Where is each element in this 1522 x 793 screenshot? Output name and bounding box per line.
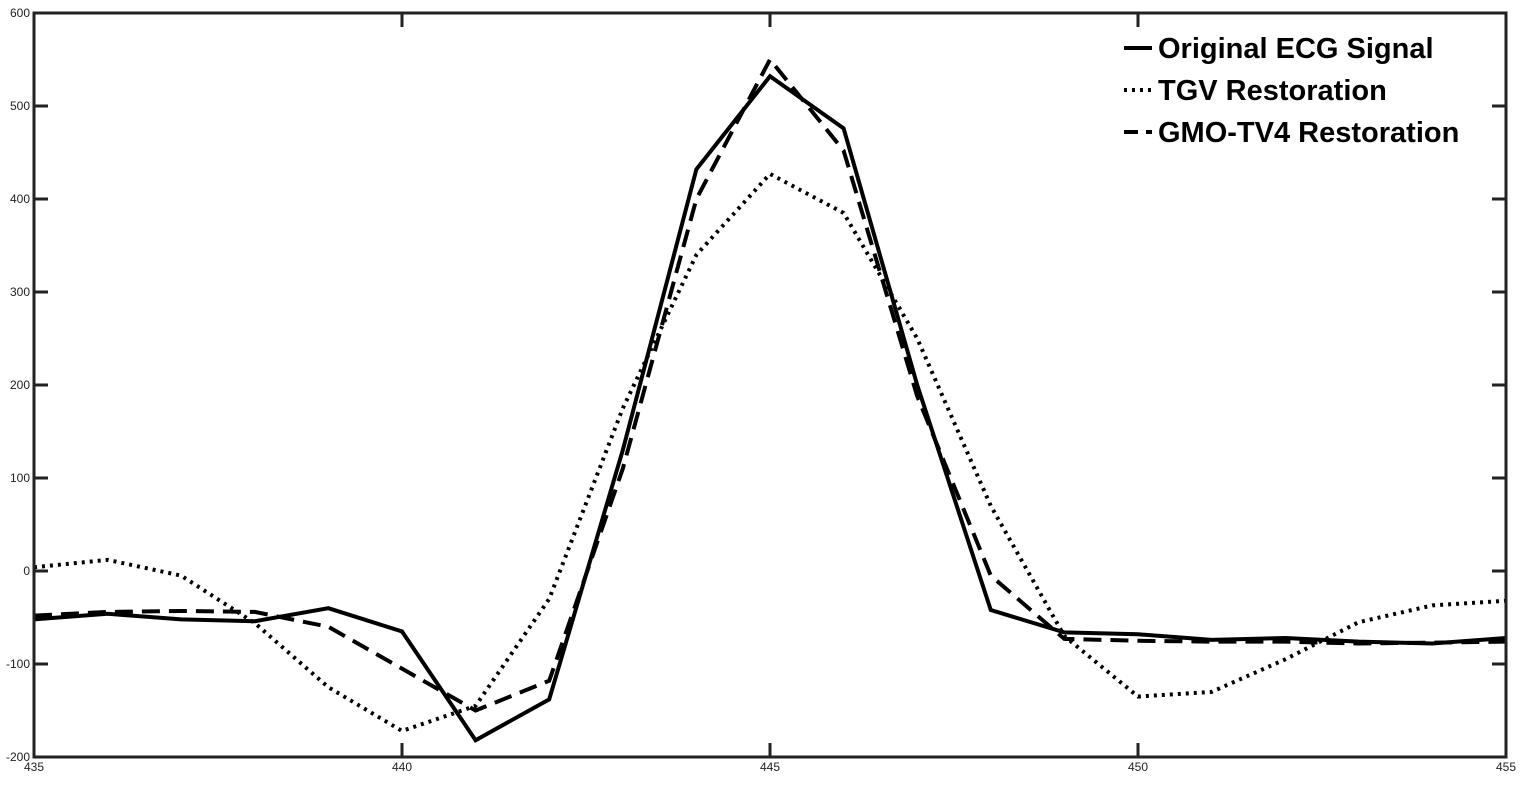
legend-label: Original ECG Signal xyxy=(1158,33,1434,65)
series-layer xyxy=(33,55,1507,743)
legend-label: TGV Restoration xyxy=(1158,75,1387,107)
y-tick-label: 400 xyxy=(10,192,30,206)
plot-area xyxy=(34,13,1506,757)
axes-box xyxy=(32,11,1508,759)
x-tick-label: 440 xyxy=(392,760,412,774)
y-tick-label: 200 xyxy=(10,378,30,392)
y-tick-label: 0 xyxy=(23,564,30,578)
y-tick-label: 300 xyxy=(10,285,30,299)
x-tick-label: 455 xyxy=(1496,760,1516,774)
y-tick-label: 100 xyxy=(10,471,30,485)
y-tick-label: -200 xyxy=(6,750,30,764)
x-tick-label: 445 xyxy=(760,760,780,774)
y-tick-label: 500 xyxy=(10,99,30,113)
x-tick-label: 435 xyxy=(24,760,44,774)
y-tick-label: 600 xyxy=(10,6,30,20)
y-tick-label: -100 xyxy=(6,657,30,671)
legend: Original ECG Signal TGV Restoration GMO-TV… xyxy=(1124,33,1459,149)
series-line-dashed xyxy=(33,55,1507,713)
legend-label: GMO-TV4 Restoration xyxy=(1158,117,1459,149)
x-tick-label: 450 xyxy=(1128,760,1148,774)
